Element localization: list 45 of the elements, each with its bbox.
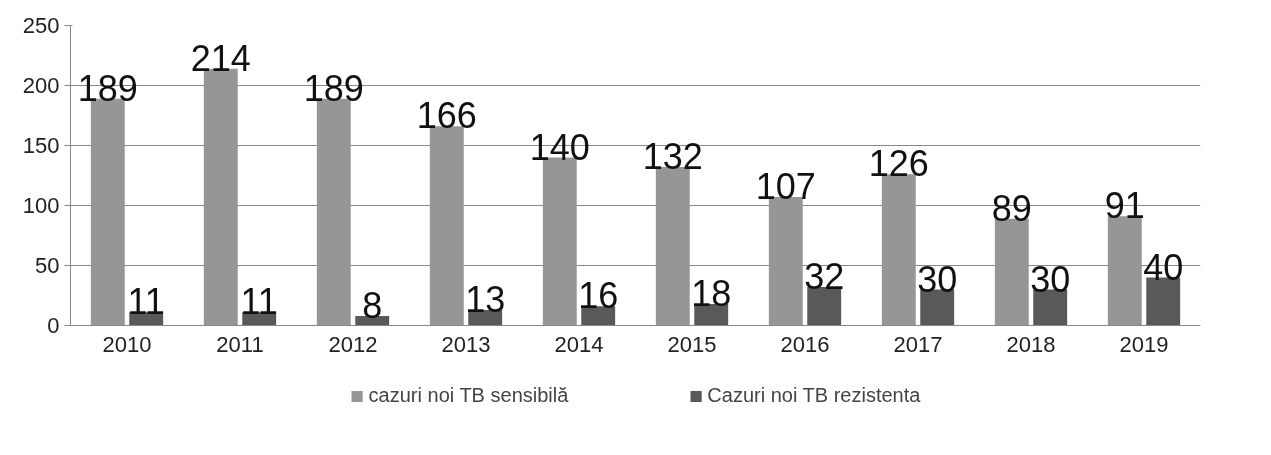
bar <box>1107 216 1142 326</box>
legend-label: cazuri noi TB sensibilă <box>368 384 569 407</box>
y-tick-label: 50 <box>35 253 60 278</box>
x-tick-label: 2017 <box>893 331 943 357</box>
y-tick-label: 0 <box>47 313 60 338</box>
x-tick-label: 2014 <box>554 331 604 357</box>
data-label: 166 <box>416 95 477 137</box>
data-label: 11 <box>240 281 278 323</box>
data-label: 140 <box>529 126 590 168</box>
data-label: 18 <box>691 272 732 314</box>
data-label: 89 <box>991 187 1032 229</box>
x-tick-label: 2016 <box>780 331 830 357</box>
bar <box>881 174 916 326</box>
data-label: 13 <box>465 278 506 320</box>
x-tick-label: 2012 <box>328 331 378 357</box>
x-tick-label: 2013 <box>441 331 491 357</box>
data-label: 189 <box>77 67 138 109</box>
y-tick-label: 200 <box>22 73 60 98</box>
data-label: 16 <box>578 275 619 317</box>
data-label: 8 <box>362 284 383 326</box>
data-label: 91 <box>1104 185 1145 227</box>
y-tick-label: 250 <box>22 13 60 38</box>
y-tick-label: 100 <box>22 193 60 218</box>
bar <box>807 287 842 326</box>
data-label: 30 <box>917 258 958 300</box>
x-tick-label: 2010 <box>102 331 152 357</box>
bar <box>429 126 464 326</box>
x-tick-label: 2018 <box>1006 331 1056 357</box>
data-label: 107 <box>755 166 816 208</box>
data-label: 30 <box>1030 258 1071 300</box>
data-label: 189 <box>303 67 364 109</box>
data-label: 11 <box>127 281 165 323</box>
data-label: 40 <box>1143 246 1184 288</box>
x-tick-label: 2019 <box>1119 331 1169 357</box>
bar <box>655 167 690 326</box>
data-label: 32 <box>804 256 845 298</box>
bar <box>768 197 803 326</box>
legend-label: Cazuri noi TB rezistenta <box>707 384 921 407</box>
data-label: 214 <box>190 37 251 79</box>
x-tick-label: 2015 <box>667 331 717 357</box>
data-label: 132 <box>642 136 703 178</box>
data-label: 126 <box>868 143 929 185</box>
bar <box>581 306 616 326</box>
y-tick-label: 150 <box>22 133 60 158</box>
x-tick-label: 2011 <box>216 331 264 357</box>
